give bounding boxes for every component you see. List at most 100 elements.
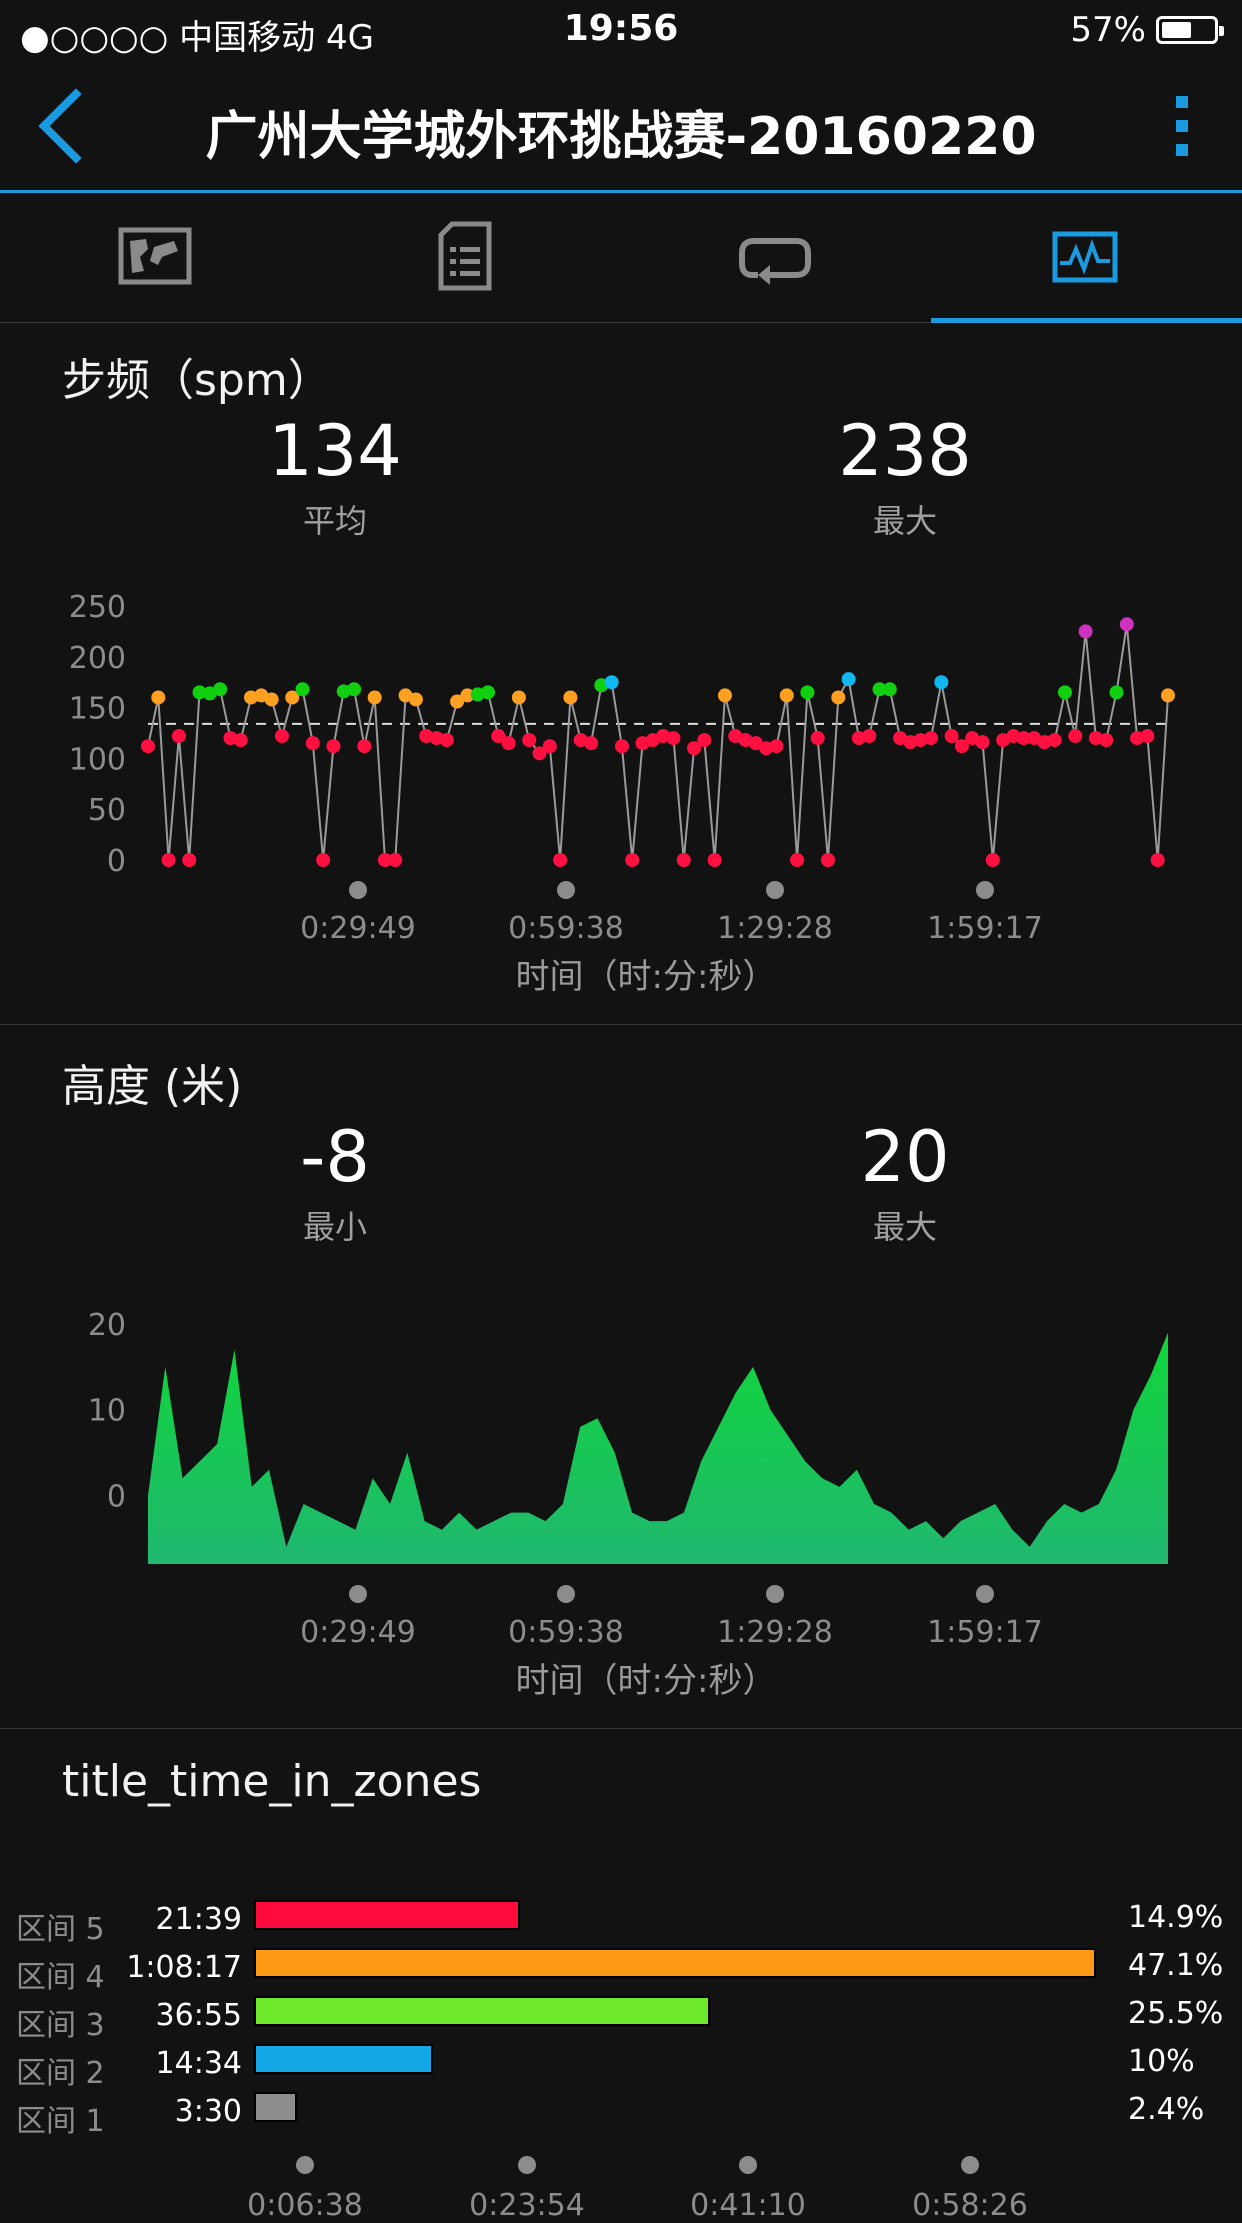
cadence-point [501,736,516,751]
time-in-zones-chart: 区间 5 21:39 14.9% 区间 4 1:08:17 47.1% 区间 3 36:55 2… [0,1880,1242,2223]
cadence-point [326,739,341,754]
cadence-point [274,729,289,744]
more-menu-button[interactable] [1162,92,1202,162]
chevron-left-icon [38,88,82,164]
elevation-max-label: 最大 [872,1208,937,1246]
elevation-title: 高度 (米) [62,1061,243,1112]
cadence-point [439,733,454,748]
cadence-point [481,685,495,700]
cadence-point [790,853,805,867]
cadence-x-axis-title: 时间（时:分:秒） [516,957,777,997]
cadence-point [1047,733,1062,748]
cadence-point [1099,733,1114,748]
zone-percent: 14.9% [1128,1900,1224,1935]
cadence-point [841,672,856,687]
tab-bar [0,193,1242,323]
elevation-area [148,1332,1168,1564]
cadence-x-tick: 1:59:17 [927,911,1043,946]
cadence-point [563,690,578,705]
cadence-point [954,739,969,754]
cadence-point [707,853,722,867]
elevation-x-tick: 1:29:28 [717,1615,833,1650]
cadence-point [666,731,681,746]
cadence-point [367,690,382,705]
tab-divider [0,322,1242,323]
cadence-point [460,688,475,703]
cadence-point [697,733,712,748]
cadence-title: 步频（spm） [62,355,332,406]
header-divider [0,190,1242,193]
cadence-point [542,739,557,754]
cadence-x-tick-dot [349,881,367,899]
cadence-point [182,853,197,867]
cadence-point [687,741,702,756]
zone-bar [254,2092,297,2122]
tab-charts[interactable] [930,193,1240,323]
cadence-point [934,675,949,690]
zone-name: 区间 1 [16,2104,105,2139]
zones-x-tick: 0:23:54 [469,2188,585,2223]
cadence-point [1150,853,1165,867]
cadence-point [779,688,794,703]
cadence-x-tick: 0:59:38 [508,911,624,946]
battery-percent: 57% [1070,10,1146,50]
cadence-point [264,692,279,707]
cadence-point [625,853,640,867]
elevation-max-value: 20 [860,1116,950,1198]
cadence-point [1161,688,1175,703]
cadence-point [347,682,362,697]
cadence-point [511,690,526,705]
cadence-point [924,731,939,746]
tab-map[interactable] [0,193,310,323]
elevation-x-tick-dot [766,1585,784,1603]
cadence-point [491,729,506,744]
elevation-min-label: 最小 [302,1208,367,1246]
tab-summary[interactable] [310,193,620,323]
elevation-min-value: -8 [300,1116,370,1198]
cadence-point [192,685,207,700]
carrier-signal: ●○○○○ 中国移动 4G [20,18,374,58]
active-tab-indicator [931,318,1242,323]
cadence-point [171,729,186,744]
zones-x-tick: 0:58:26 [912,2188,1028,2223]
cadence-point [1119,617,1134,632]
zones-x-tick: 0:06:38 [247,2188,363,2223]
tab-laps[interactable] [620,193,930,323]
elevation-y-tick: 20 [88,1308,126,1343]
cadence-point [676,853,691,867]
cadence-point [553,853,568,867]
cadence-point [584,736,599,751]
cadence-point [1016,731,1031,746]
page-title: 广州大学城外环挑战赛-20160220 [205,107,1037,167]
section-separator [0,1024,1242,1025]
zone-bar [254,1996,710,2026]
laps-loop-icon [739,238,811,285]
cadence-point [882,682,897,697]
cadence-y-tick: 250 [69,590,126,625]
cadence-avg-value: 134 [268,410,402,492]
clock: 19:56 [563,8,679,49]
cadence-chart: 250 200 150 100 50 0 0:29:49 0:59:38 1:29:28 1:5… [69,590,1175,997]
cadence-point [944,729,959,744]
cadence-point [1109,685,1124,700]
cadence-x-tick: 0:29:49 [300,911,416,946]
cadence-point [285,690,300,705]
zones-x-tick: 0:41:10 [690,2188,806,2223]
elevation-y-tick: 0 [107,1479,126,1514]
zone-name: 区间 2 [16,2056,105,2091]
zones-x-tick-dot [296,2156,314,2174]
cadence-y-tick: 150 [69,692,126,727]
zone-percent: 25.5% [1128,1996,1224,2031]
cadence-y-tick: 0 [107,844,126,879]
cadence-point [831,690,846,705]
cadence-max-value: 238 [838,410,972,492]
back-button[interactable] [30,86,100,166]
cadence-point [800,685,815,700]
cadence-point [233,733,248,748]
zone-name: 区间 4 [16,1960,105,1995]
cadence-point [821,853,835,867]
elevation-chart: 20 10 0 0:29:49 0:59:38 1:29:28 1:59:17 时间（时:… [88,1308,1168,1701]
cadence-point [717,688,732,703]
zone-name: 区间 3 [16,2008,105,2043]
cadence-point [604,675,619,690]
